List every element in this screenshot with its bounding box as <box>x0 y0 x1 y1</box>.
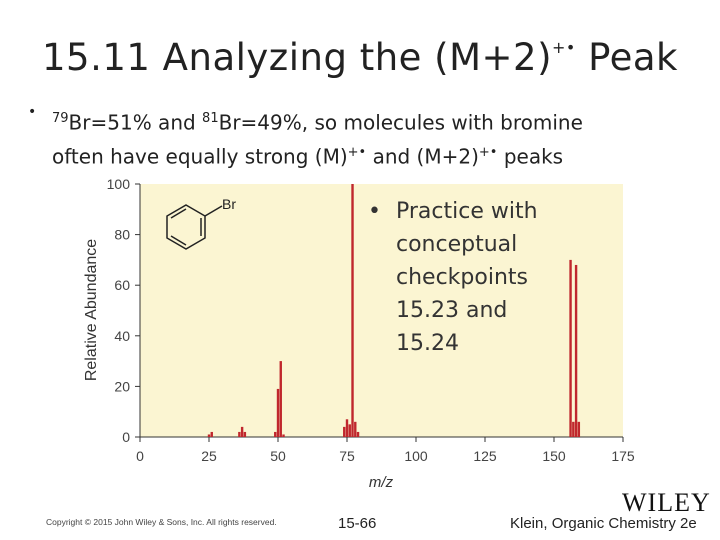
bullet-text-2c: peaks <box>497 144 564 169</box>
bullet-text-2a: often have equally strong (M) <box>52 144 348 169</box>
page-number: 15-66 <box>338 515 377 532</box>
bullet-icon: • <box>28 104 37 120</box>
spectrum-peak <box>348 424 351 437</box>
isotope-79-superscript: 79 <box>52 111 69 126</box>
spectrum-peak <box>282 434 285 437</box>
practice-text: Practice with conceptual checkpoints 15.… <box>396 199 538 356</box>
bullet-text-line-2: often have equally strong (M)+• and (M+2… <box>52 140 563 170</box>
spectrum-peak <box>279 361 282 437</box>
radical-cation-superscript: +• <box>478 145 498 160</box>
spectrum-peak <box>207 434 211 437</box>
spectrum-peak <box>274 431 277 437</box>
x-tick-label: 0 <box>136 448 144 464</box>
x-ticks: 0 25 50 75 100 125 150 175 <box>136 437 635 464</box>
y-tick-label: 0 <box>122 429 130 445</box>
y-tick-label: 40 <box>114 328 130 344</box>
spectrum-peak <box>354 421 357 437</box>
wiley-logo: WILEY <box>622 488 711 517</box>
spectrum-peak <box>569 259 572 437</box>
bullet-text-1a: Br=51% and <box>68 110 203 135</box>
y-ticks: 0 20 40 60 80 100 <box>107 176 140 445</box>
y-tick-label: 20 <box>114 378 130 394</box>
spectrum-peak <box>343 426 346 437</box>
ring-double-bond-3 <box>170 235 187 246</box>
spectrum-peak <box>240 426 244 437</box>
x-tick-label: 75 <box>339 448 355 464</box>
copyright-text: Copyright © 2015 John Wiley & Sons, Inc.… <box>46 517 277 527</box>
radical-cation-superscript: +• <box>552 37 576 57</box>
x-tick-label: 50 <box>270 448 286 464</box>
slide-title-text: 15.11 Analyzing the (M+2) <box>42 36 553 79</box>
bullet-text-1b: Br=49%, so molecules with bromine <box>218 110 583 135</box>
x-tick-label: 125 <box>473 448 497 464</box>
slide-title: 15.11 Analyzing the (M+2)+• Peak <box>0 36 720 79</box>
x-tick-label: 25 <box>201 448 217 464</box>
bullet-text-2b: and (M+2) <box>366 144 479 169</box>
y-tick-label: 80 <box>114 227 130 243</box>
spectrum-peak <box>276 388 280 437</box>
spectrum-peak <box>577 421 581 437</box>
y-tick-label: 60 <box>114 277 130 293</box>
spectrum-peak <box>572 421 575 437</box>
spectrum-peak <box>345 419 349 437</box>
bullet-icon: • <box>368 199 381 224</box>
x-tick-label: 150 <box>542 448 566 464</box>
x-tick-label: 175 <box>611 448 635 464</box>
practice-note: • Practice with conceptual checkpoints 1… <box>368 195 558 360</box>
spectrum-peak <box>243 431 247 437</box>
x-axis-label: m/z <box>369 474 394 491</box>
y-axis-label: Relative Abundance <box>83 239 100 381</box>
c-br-bond <box>204 205 223 217</box>
structure-br-label: Br <box>222 196 236 212</box>
spectrum-peak <box>238 431 241 437</box>
radical-cation-superscript: +• <box>347 145 367 160</box>
bullet-text-line-1: 79Br=51% and 81Br=49%, so molecules with… <box>52 106 583 136</box>
spectrum-peak <box>574 264 578 437</box>
slide-title-end: Peak <box>575 36 678 79</box>
ring-double-bond-1 <box>170 208 187 219</box>
x-tick-label: 100 <box>404 448 428 464</box>
spectrum-peak <box>356 431 360 437</box>
footer-citation: Klein, Organic Chemistry 2e <box>510 515 697 532</box>
isotope-81-superscript: 81 <box>202 111 219 126</box>
peaks-group <box>207 184 581 437</box>
spectrum-peak <box>210 431 213 437</box>
y-tick-label: 100 <box>107 176 131 192</box>
bromobenzene-structure <box>166 204 223 250</box>
spectrum-peak <box>351 184 354 437</box>
plot-area-background <box>140 184 623 437</box>
